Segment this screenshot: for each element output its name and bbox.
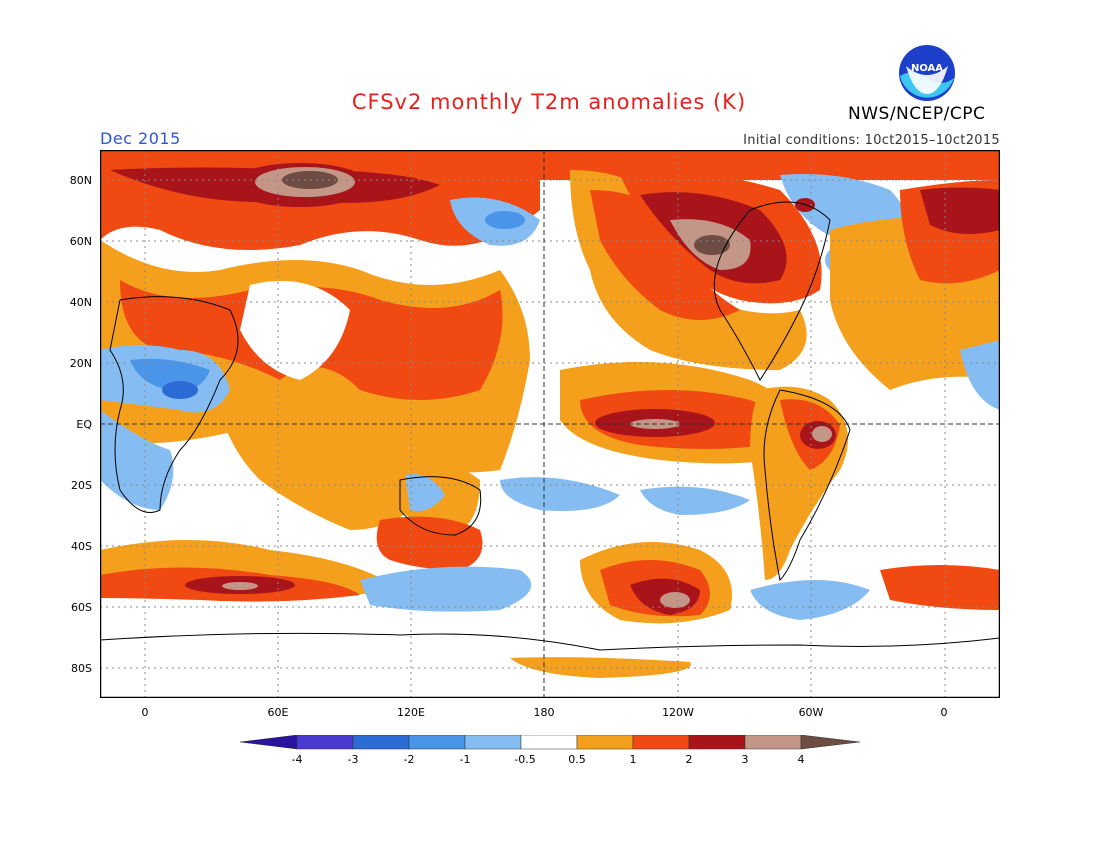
colorbar-bin [296,735,354,750]
colorbar-label: 1 [629,753,637,766]
y-tick-label: 60N [69,235,92,248]
colorbar-bin [240,735,298,750]
y-tick-label: 80S [71,662,92,675]
colorbar-bin [520,735,578,750]
noaa-logo-text: NOAA [911,63,943,74]
colorbar-bin [352,735,410,750]
colorbar-bin [744,735,802,750]
colorbar-bin [408,735,466,750]
x-tick-label: 120E [397,706,425,719]
y-tick-label: 40S [71,540,92,553]
initial-conditions: Initial conditions: 10ct2015–10ct2015 [743,133,1000,148]
y-tick-label: 40N [69,296,92,309]
forecast-period: Dec 2015 [100,129,181,148]
map-frame [100,150,1000,698]
colorbar-label: -3 [347,753,359,766]
colorbar-bin [576,735,634,750]
y-tick-label: EQ [76,418,92,431]
y-tick-label: 20N [69,357,92,370]
x-tick-label: 120W [662,706,694,719]
x-tick-label: 60E [267,706,289,719]
colorbar-label: -0.5 [514,753,536,766]
colorbar-bin [688,735,746,750]
x-tick-label: 0 [940,706,948,719]
colorbar-bin [632,735,690,750]
y-tick-label: 20S [71,479,92,492]
colorbar-bin [464,735,522,750]
colorbar-label: -4 [291,753,303,766]
colorbar-label: 3 [741,753,749,766]
y-tick-label: 80N [69,174,92,187]
y-tick-label: 60S [71,601,92,614]
colorbar-label: 4 [797,753,805,766]
noaa-logo-icon: NOAA [899,45,955,101]
x-tick-label: 60W [798,706,824,719]
colorbar-bin [800,735,860,750]
colorbar-label: -1 [459,753,471,766]
chart-title: CFSv2 monthly T2m anomalies (K) [351,90,747,114]
x-tick-label: 0 [141,706,149,719]
colorbar [240,735,860,750]
agency-label: NWS/NCEP/CPC [848,104,986,124]
colorbar-label: 0.5 [568,753,586,766]
x-tick-label: 180 [533,706,555,719]
colorbar-label: 2 [685,753,693,766]
colorbar-label: -2 [403,753,415,766]
anomaly-map [100,150,1000,698]
